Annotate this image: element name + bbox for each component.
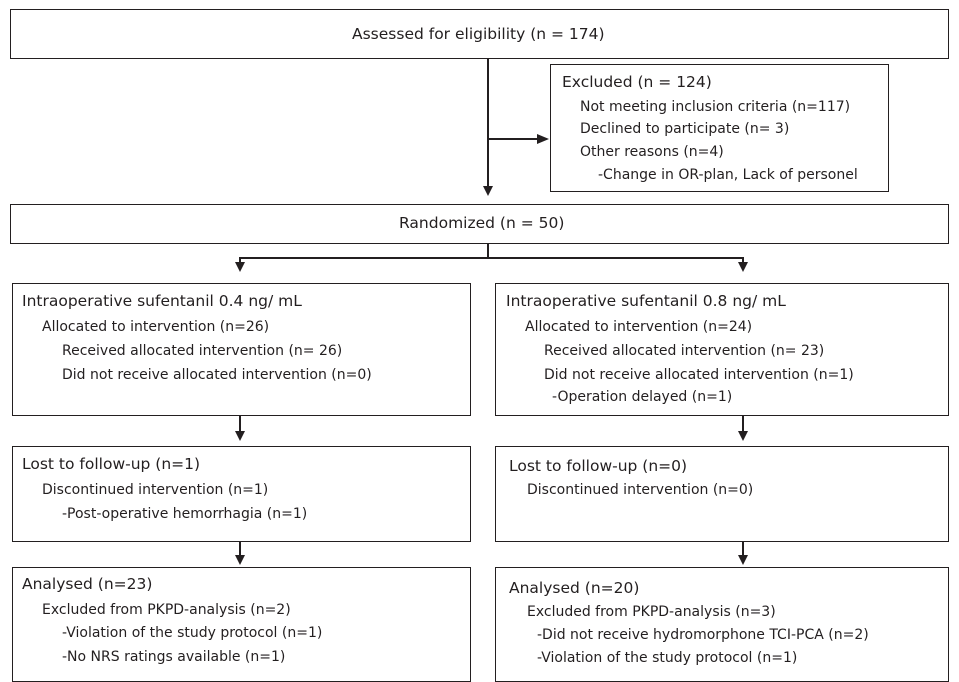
arrow-to-right-allocation [738,262,748,272]
right-analysis-title: Analysed (n=20) [509,579,640,597]
right-followup-item: Discontinued intervention (n=0) [527,482,754,498]
arrow-to-randomized [483,186,493,196]
arrow-to-left-analysis [235,555,245,565]
excluded-item: -Change in OR-plan, Lack of personel [598,167,858,183]
connector-right-down [742,257,744,263]
left-followup-title: Lost to follow-up (n=1) [22,455,201,473]
excluded-item: Other reasons (n=4) [580,144,724,160]
excluded-item: Declined to participate (n= 3) [580,121,790,137]
arrow-to-left-followup [235,431,245,441]
left-allocation-item: Received allocated intervention (n= 26) [62,343,343,359]
right-allocation-item: Received allocated intervention (n= 23) [544,343,825,359]
right-allocation-title: Intraoperative sufentanil 0.8 ng/ mL [506,292,786,310]
right-allocation-item: -Operation delayed (n=1) [552,389,733,405]
left-followup-item: -Post-operative hemorrhagia (n=1) [62,506,308,522]
connector-right-followup-analysis [742,542,744,556]
connector-left-allocation-followup [239,416,241,432]
connector-split [239,257,744,259]
randomized-box [10,204,949,244]
excluded-title: Excluded (n = 124) [562,73,712,91]
left-allocation-item: Allocated to intervention (n=26) [42,319,270,335]
left-allocation-box [12,283,471,416]
assessed-box [10,9,949,59]
arrow-to-excluded [537,134,549,144]
arrow-to-right-analysis [738,555,748,565]
arrow-to-right-followup [738,431,748,441]
arrow-to-left-allocation [235,262,245,272]
left-analysis-title: Analysed (n=23) [22,575,153,593]
right-allocation-box [495,283,949,416]
connector-to-excluded [488,138,538,140]
connector-assessed-randomized [487,59,489,187]
left-allocation-title: Intraoperative sufentanil 0.4 ng/ mL [22,292,302,310]
right-allocation-item: Allocated to intervention (n=24) [525,319,753,335]
right-analysis-item: -Violation of the study protocol (n=1) [537,650,798,666]
excluded-box [550,64,889,192]
connector-right-allocation-followup [742,416,744,432]
connector-randomized-down [487,244,489,258]
randomized-label: Randomized (n = 50) [399,214,565,232]
right-allocation-item: Did not receive allocated intervention (… [544,367,854,383]
left-analysis-item: -No NRS ratings available (n=1) [62,649,286,665]
excluded-item: Not meeting inclusion criteria (n=117) [580,99,851,115]
left-followup-box [12,446,471,542]
right-analysis-item: -Did not receive hydromorphone TCI-PCA (… [537,627,869,643]
connector-left-followup-analysis [239,542,241,556]
left-allocation-item: Did not receive allocated intervention (… [62,367,372,383]
left-followup-item: Discontinued intervention (n=1) [42,482,269,498]
assessed-label: Assessed for eligibility (n = 174) [352,25,605,43]
left-analysis-item: Excluded from PKPD-analysis (n=2) [42,602,291,618]
left-analysis-item: -Violation of the study protocol (n=1) [62,625,323,641]
right-analysis-item: Excluded from PKPD-analysis (n=3) [527,604,776,620]
right-followup-title: Lost to follow-up (n=0) [509,457,688,475]
right-analysis-box [495,567,949,682]
right-followup-box [495,446,949,542]
connector-left-down [239,257,241,263]
